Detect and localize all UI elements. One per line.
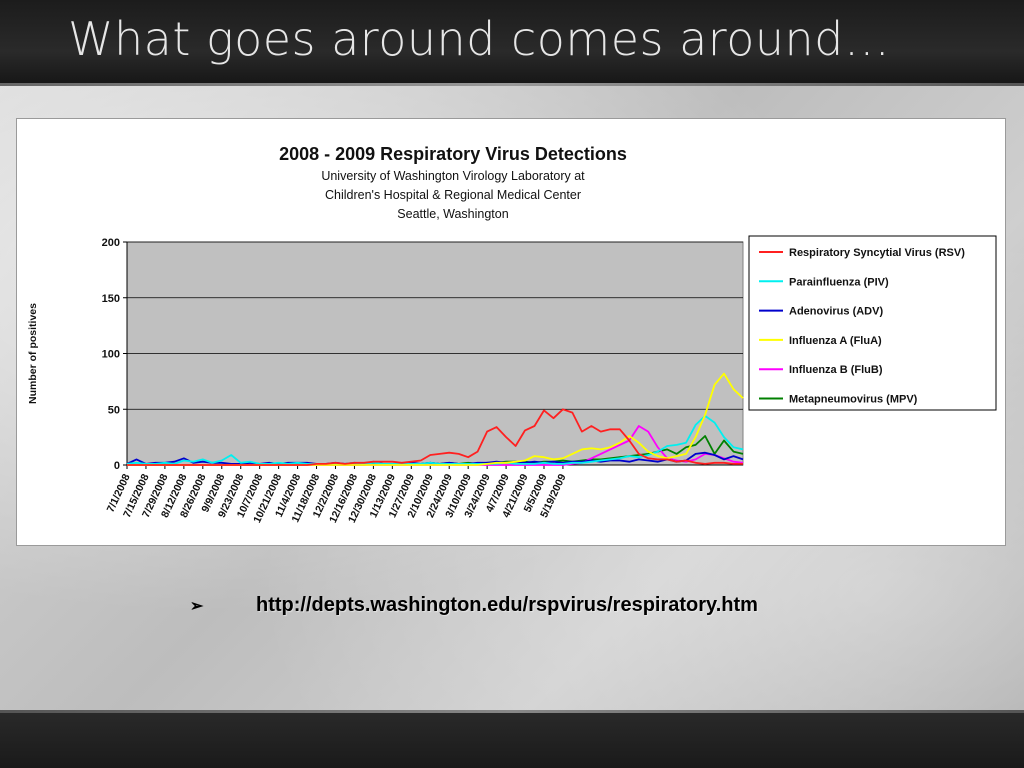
- chart-title: 2008 - 2009 Respiratory Virus Detections: [279, 144, 627, 164]
- legend-label: Influenza A (FluA): [789, 335, 882, 347]
- slide-title: What goes around comes around…: [68, 12, 891, 66]
- source-link[interactable]: http://depts.washington.edu/rspvirus/res…: [256, 594, 758, 616]
- y-axis-title: Number of positives: [27, 303, 39, 404]
- series-line: [126, 414, 744, 465]
- legend-label: Metapneumovirus (MPV): [789, 394, 918, 406]
- chart-subtitle-line: University of Washington Virology Labora…: [321, 169, 585, 183]
- title-bar: What goes around comes around…: [0, 0, 1024, 86]
- series-line: [127, 408, 743, 466]
- legend-label: Parainfluenza (PIV): [789, 276, 889, 288]
- chart-subtitle-line: Seattle, Washington: [397, 207, 508, 221]
- legend-box: [748, 235, 997, 411]
- legend-label: Influenza B (FluB): [789, 364, 883, 376]
- legend-label: Respiratory Syncytial Virus (RSV): [789, 247, 965, 259]
- arrow-bullet-icon: ➢: [190, 598, 204, 615]
- y-tick-label: 150: [102, 293, 120, 305]
- virus-detection-chart: 2008 - 2009 Respiratory Virus Detections…: [27, 144, 997, 525]
- y-tick-label: 100: [102, 349, 120, 361]
- bottom-bar: [0, 710, 1024, 768]
- y-tick-label: 0: [114, 460, 120, 472]
- link-bullet-item: ➢ http://depts.washington.edu/rspvirus/re…: [190, 594, 758, 617]
- chart-subtitle-line: Children's Hospital & Regional Medical C…: [325, 188, 581, 202]
- chart-panel: 2008 - 2009 Respiratory Virus Detections…: [16, 118, 1006, 546]
- y-tick-label: 50: [108, 404, 120, 416]
- legend-label: Adenovirus (ADV): [789, 306, 883, 318]
- y-tick-label: 200: [102, 237, 120, 249]
